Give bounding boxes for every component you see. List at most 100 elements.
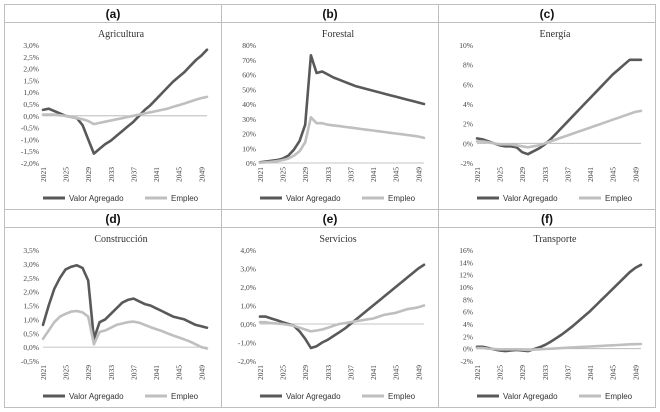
y-tick-label: 20%	[242, 130, 256, 139]
panel-servicios: (e) Servicios -2,0% -1,0% 0,0% 1,0% 2,0% 3,0% 4…	[222, 210, 438, 407]
grid-divider-v2	[438, 5, 439, 407]
series-line-valor-agregado	[258, 53, 426, 164]
y-tick-label: 4%	[463, 100, 473, 109]
y-tick-label: 10%	[459, 41, 473, 50]
legend-label: Empleo	[171, 194, 199, 203]
y-tick-label: 6%	[463, 80, 473, 89]
x-tick-label: 2029	[301, 167, 310, 182]
y-tick-label: 6%	[463, 308, 473, 317]
chart-svg: Forestal 0% 10% 20% 30% 40% 50% 60% 70% 80% 2021 20…	[242, 29, 426, 203]
x-tick-label: 2045	[392, 365, 401, 380]
legend-label: Valor Agregado	[503, 392, 558, 401]
x-tick-label: 2041	[586, 167, 595, 182]
y-tick-label: 0,0%	[23, 112, 39, 121]
x-tick-label: 2021	[473, 365, 482, 380]
chart-title: Transporte	[534, 234, 578, 245]
x-tick-label: 2045	[175, 167, 184, 182]
x-tick-label: 2021	[39, 365, 48, 380]
x-tick-label: 2037	[346, 365, 355, 380]
y-tick-label: 1,5%	[23, 302, 39, 311]
panel-construccion: (d) Construcción -0,5% 0,0% 0,5% 1,0% 1,5% 2,0…	[5, 210, 221, 407]
y-tick-label: 8%	[463, 295, 473, 304]
x-tick-label: 2045	[609, 167, 618, 182]
y-tick-label: 2%	[463, 332, 473, 341]
y-tick-label: 70%	[242, 56, 256, 65]
y-tick-label: 2,5%	[23, 274, 39, 283]
y-tick-label: 16%	[459, 246, 473, 255]
panel-agricultura: (a) Agricultura -2,0% -1,5% -1,0% -0,5% 0,0% 0…	[5, 5, 221, 209]
grid-divider-h	[5, 209, 655, 210]
x-tick-label: 2049	[631, 365, 640, 380]
y-tick-label: -2,0%	[21, 159, 39, 168]
y-tick-label: 4,0%	[240, 246, 256, 255]
x-tick-label: 2025	[496, 365, 505, 380]
y-tick-label: 50%	[242, 85, 256, 94]
y-tick-label: 2,0%	[23, 288, 39, 297]
x-tick-label: 2025	[496, 167, 505, 182]
y-tick-label: 0,0%	[240, 320, 256, 329]
legend-label: Valor Agregado	[286, 194, 341, 203]
legend-label: Empleo	[605, 392, 633, 401]
legend-label: Empleo	[388, 194, 416, 203]
series-line-valor-agregado	[475, 58, 643, 156]
x-tick-label: 2037	[346, 167, 355, 182]
y-tick-label: 0,5%	[23, 100, 39, 109]
chart-title: Forestal	[322, 29, 354, 40]
y-tick-label: 1,0%	[23, 315, 39, 324]
series-line-valor-agregado	[41, 48, 209, 155]
panel-letter: (d)	[5, 210, 221, 228]
y-tick-label: 10%	[242, 144, 256, 153]
y-tick-label: -0,5%	[21, 124, 39, 133]
legend-label: Valor Agregado	[69, 392, 124, 401]
legend-label: Valor Agregado	[503, 194, 558, 203]
x-tick-label: 2037	[563, 167, 572, 182]
y-tick-label: 0%	[463, 139, 473, 148]
y-tick-label: -0,5%	[21, 357, 39, 366]
series-line-empleo	[475, 342, 643, 352]
x-tick-label: 2021	[256, 365, 265, 380]
x-tick-label: 2037	[129, 167, 138, 182]
y-tick-label: 3,0%	[23, 41, 39, 50]
y-tick-label: 2,0%	[23, 65, 39, 74]
x-tick-label: 2025	[62, 365, 71, 380]
x-tick-label: 2045	[609, 365, 618, 380]
y-tick-label: 8%	[463, 61, 473, 70]
x-tick-label: 2041	[152, 167, 161, 182]
x-tick-label: 2037	[563, 365, 572, 380]
chart-title: Energía	[540, 29, 571, 40]
y-tick-label: 3,0%	[240, 265, 256, 274]
x-tick-label: 2041	[369, 167, 378, 182]
y-tick-label: 14%	[459, 258, 473, 267]
y-tick-label: 12%	[459, 271, 473, 280]
panel-letter: (a)	[5, 5, 221, 23]
x-tick-label: 2033	[541, 167, 550, 182]
x-tick-label: 2025	[279, 365, 288, 380]
panel-letter: (c)	[439, 5, 655, 23]
legend-label: Empleo	[605, 194, 633, 203]
series-line-valor-agregado	[41, 263, 209, 341]
panel-letter: (e)	[222, 210, 438, 228]
x-tick-label: 2041	[369, 365, 378, 380]
series-line-empleo	[475, 109, 643, 149]
chart-svg: Agricultura -2,0% -1,5% -1,0% -0,5% 0,0% 0,5% 1…	[21, 29, 209, 203]
x-tick-label: 2033	[107, 167, 116, 182]
y-tick-label: 30%	[242, 115, 256, 124]
x-tick-label: 2025	[279, 167, 288, 182]
x-tick-label: 2049	[414, 365, 423, 380]
chart-svg: Construcción -0,5% 0,0% 0,5% 1,0% 1,5% 2,0% 2,5…	[21, 234, 209, 401]
chart-svg: Energía -2% 0% 2% 4% 6% 8% 10% 2021 2025 2029 2033 2…	[459, 29, 643, 203]
chart-title: Construcción	[94, 234, 147, 245]
y-tick-label: -1,0%	[21, 135, 39, 144]
x-tick-label: 2029	[84, 167, 93, 182]
y-tick-label: 0,5%	[23, 329, 39, 338]
x-tick-label: 2049	[197, 365, 206, 380]
y-tick-label: -1,5%	[21, 147, 39, 156]
chart-title: Agricultura	[98, 29, 145, 40]
y-tick-label: 0%	[246, 159, 256, 168]
panel-letter: (b)	[222, 5, 438, 23]
y-tick-label: 80%	[242, 41, 256, 50]
y-tick-label: 0%	[463, 345, 473, 354]
panel-forestal: (b) Forestal 0% 10% 20% 30% 40% 50% 60% 70% 80% 20…	[222, 5, 438, 209]
panel-letter: (f)	[439, 210, 655, 228]
y-tick-label: 2,0%	[240, 283, 256, 292]
